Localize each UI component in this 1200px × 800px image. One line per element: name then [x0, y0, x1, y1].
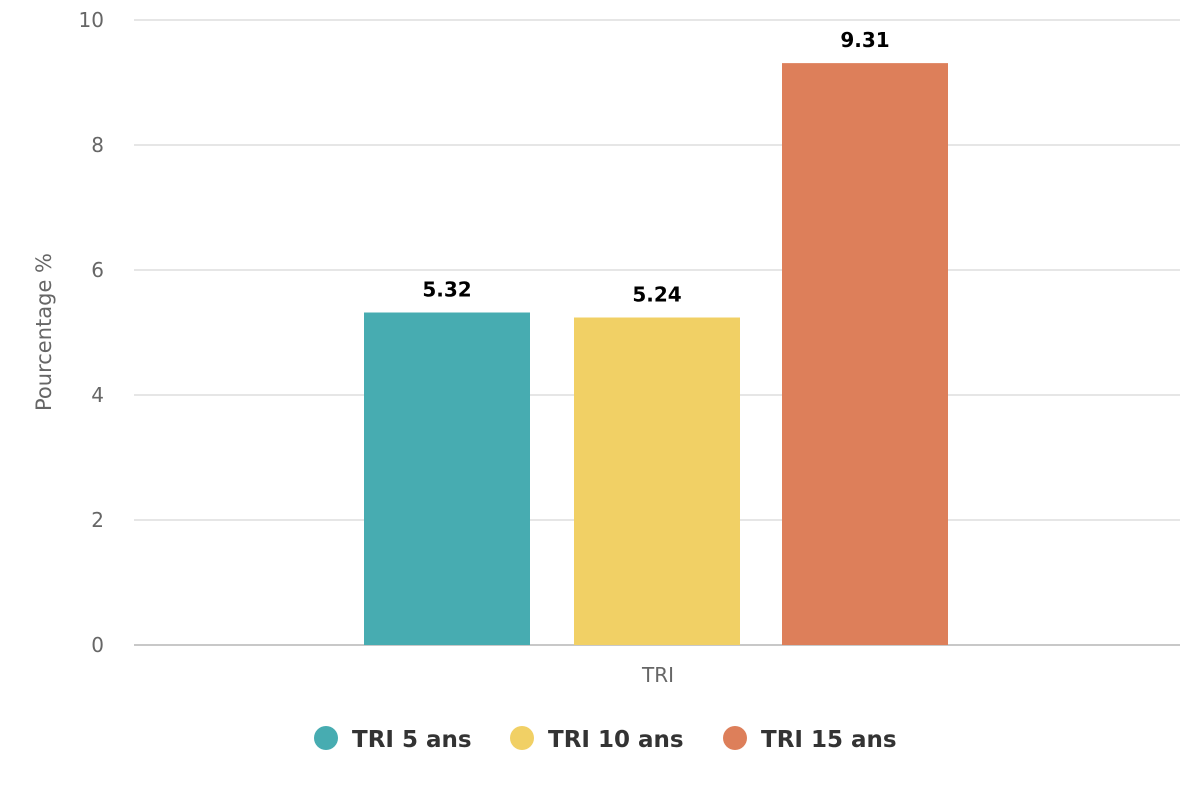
- data-label: 9.31: [840, 28, 889, 52]
- y-tick-label: 0: [91, 633, 104, 657]
- y-axis-title: Pourcentage %: [32, 253, 56, 411]
- legend-marker: [723, 726, 747, 750]
- legend-item[interactable]: TRI 10 ans: [510, 726, 684, 753]
- legend-marker: [314, 726, 338, 750]
- legend-item[interactable]: TRI 15 ans: [723, 726, 897, 753]
- data-label: 5.32: [422, 278, 471, 302]
- y-tick-label: 8: [91, 133, 104, 157]
- legend-item[interactable]: TRI 5 ans: [314, 726, 472, 753]
- bar-tri-10-ans[interactable]: [574, 317, 740, 646]
- legend: TRI 5 ans TRI 10 ans TRI 15 ans: [314, 726, 897, 753]
- y-tick-label: 4: [91, 383, 104, 407]
- y-axis-ticks: 0 2 4 6 8 10: [79, 8, 104, 657]
- data-label: 5.24: [632, 283, 681, 307]
- bar-tri-5-ans[interactable]: [364, 312, 530, 646]
- x-axis-ticks: TRI: [641, 663, 674, 687]
- bars: [364, 63, 948, 645]
- legend-label: TRI 10 ans: [548, 727, 684, 753]
- x-tick-label: TRI: [641, 663, 674, 687]
- legend-marker: [510, 726, 534, 750]
- legend-label: TRI 15 ans: [761, 727, 897, 753]
- legend-label: TRI 5 ans: [352, 727, 472, 753]
- y-tick-label: 6: [91, 258, 104, 282]
- y-tick-label: 2: [91, 508, 104, 532]
- y-tick-label: 10: [79, 8, 104, 32]
- bar-tri-15-ans[interactable]: [782, 63, 948, 645]
- data-labels: 5.32 5.24 9.31: [422, 28, 889, 306]
